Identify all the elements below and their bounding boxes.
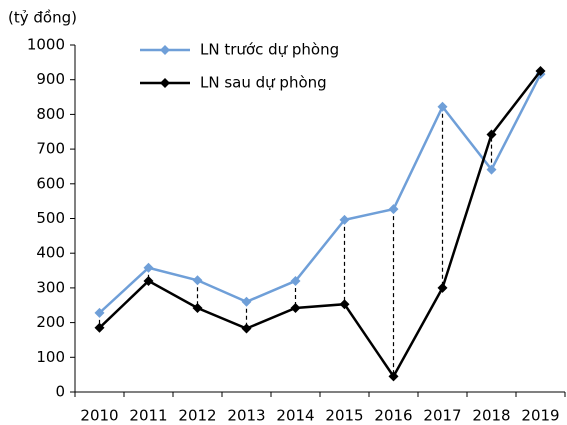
y-tick-label: 600	[36, 174, 65, 192]
y-tick-label: 400	[36, 244, 65, 262]
x-tick-label: 2018	[472, 407, 510, 425]
marker	[437, 101, 448, 112]
marker	[192, 275, 203, 286]
y-tick-label: 100	[36, 348, 65, 366]
y-axis-label: (tỷ đồng)	[8, 9, 77, 27]
series-line	[98, 70, 542, 379]
marker	[339, 299, 350, 310]
x-tick-label: 2017	[423, 407, 461, 425]
x-tick-label: 2012	[178, 407, 216, 425]
marker	[143, 262, 154, 273]
marker	[388, 204, 399, 215]
marker	[388, 371, 399, 382]
marker	[437, 282, 448, 293]
y-tick-label: 0	[55, 383, 65, 401]
x-tick-label: 2013	[227, 407, 265, 425]
x-tick-label: 2010	[80, 407, 118, 425]
y-tick-label: 300	[36, 278, 65, 296]
marker	[535, 66, 546, 77]
legend-marker	[160, 78, 170, 88]
series-line	[98, 73, 542, 314]
y-tick-label: 200	[36, 313, 65, 331]
x-tick-label: 2016	[374, 407, 412, 425]
marker	[486, 129, 497, 140]
x-tick-label: 2011	[129, 407, 167, 425]
x-tick-label: 2014	[276, 407, 314, 425]
y-tick-label: 1000	[27, 36, 65, 54]
x-tick-label: 2019	[521, 407, 559, 425]
legend-label: LN sau dự phòng	[200, 74, 327, 92]
marker	[241, 296, 252, 307]
marker	[143, 275, 154, 286]
marker	[94, 322, 105, 333]
x-tick-label: 2015	[325, 407, 363, 425]
marker	[486, 164, 497, 175]
marker	[339, 214, 350, 225]
y-tick-label: 700	[36, 140, 65, 158]
y-tick-label: 800	[36, 105, 65, 123]
marker	[290, 303, 301, 314]
marker	[290, 275, 301, 286]
legend-marker	[160, 45, 170, 55]
marker	[94, 307, 105, 318]
y-tick-label: 500	[36, 209, 65, 227]
legend-label: LN trước dự phòng	[200, 41, 339, 59]
marker	[192, 303, 203, 314]
y-tick-label: 900	[36, 70, 65, 88]
marker	[241, 323, 252, 334]
